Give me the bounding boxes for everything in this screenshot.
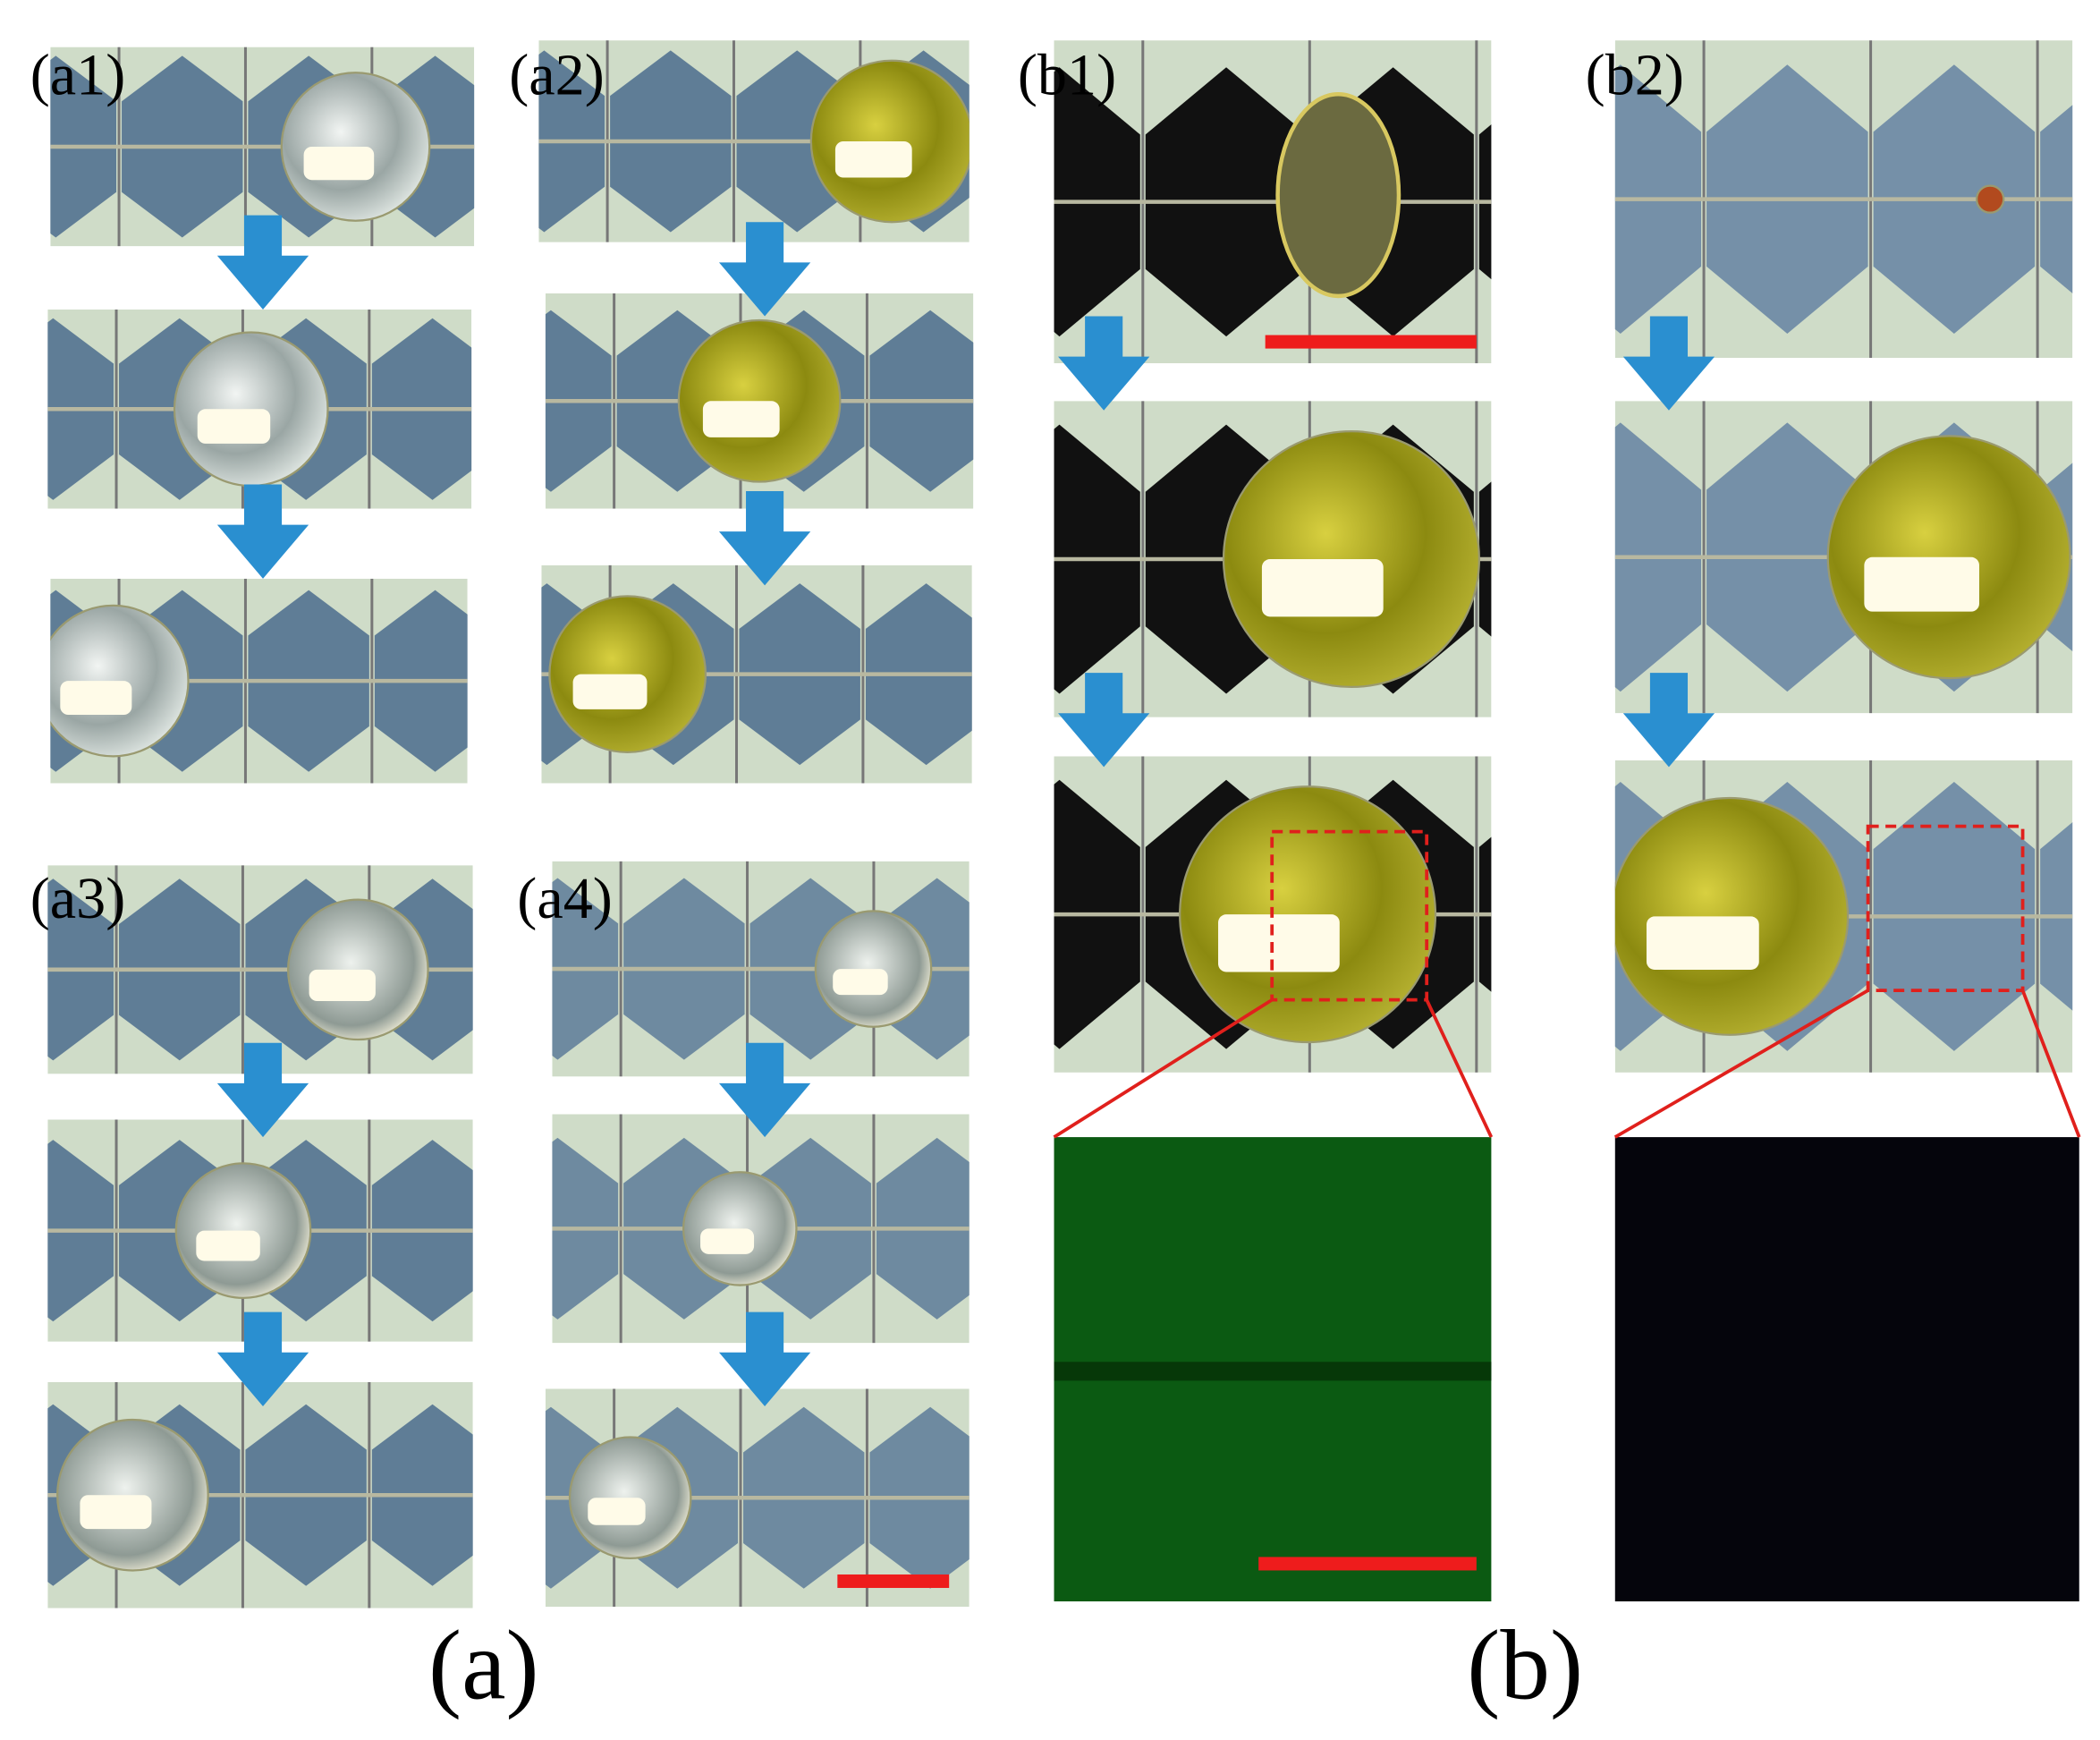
droplet bbox=[682, 1171, 798, 1286]
photo bbox=[552, 861, 970, 1077]
scale-bar bbox=[1258, 1557, 1477, 1571]
photo bbox=[47, 1119, 473, 1342]
highlight bbox=[834, 140, 912, 178]
panel-label: (a3) bbox=[30, 866, 126, 931]
photo bbox=[1614, 40, 2073, 359]
panel-label: (a1) bbox=[30, 42, 126, 107]
highlight bbox=[700, 1228, 755, 1254]
droplet bbox=[809, 59, 970, 224]
zoom-box bbox=[1270, 829, 1429, 1002]
droplet bbox=[1976, 184, 2005, 214]
highlight bbox=[303, 146, 375, 181]
fluorescence-dark bbox=[1614, 1137, 2079, 1602]
highlight bbox=[309, 969, 376, 1002]
highlight bbox=[60, 681, 132, 716]
arrow bbox=[718, 1311, 811, 1406]
photo bbox=[545, 293, 974, 509]
arrow bbox=[216, 1042, 309, 1138]
photo bbox=[1614, 401, 2073, 714]
photo bbox=[541, 564, 972, 784]
photo bbox=[47, 865, 473, 1074]
group-label: (a) bbox=[428, 1610, 539, 1720]
arrow bbox=[216, 215, 309, 310]
highlight bbox=[1864, 556, 1979, 612]
photo bbox=[1614, 760, 2073, 1073]
zoom-line bbox=[1613, 989, 1869, 1139]
panel-label: (a4) bbox=[517, 866, 613, 931]
highlight bbox=[197, 409, 271, 444]
highlight bbox=[572, 674, 648, 709]
photo bbox=[50, 47, 475, 247]
photo bbox=[552, 1114, 970, 1344]
fluor-fiber bbox=[1054, 1362, 1492, 1381]
photo bbox=[545, 1388, 970, 1608]
highlight bbox=[1261, 559, 1384, 617]
highlight bbox=[702, 401, 780, 437]
arrow bbox=[216, 1311, 309, 1406]
arrow bbox=[1058, 673, 1150, 768]
photo-panels bbox=[47, 40, 2081, 1608]
panel-label: (a2) bbox=[509, 42, 605, 107]
scale-bar bbox=[837, 1574, 950, 1589]
photo bbox=[1054, 756, 1492, 1073]
photo bbox=[1054, 401, 1492, 717]
arrow bbox=[1058, 316, 1150, 411]
highlight bbox=[196, 1230, 260, 1261]
residue bbox=[1275, 92, 1401, 299]
photo bbox=[47, 1381, 473, 1608]
zoom-box bbox=[1866, 824, 2025, 993]
highlight bbox=[1646, 916, 1759, 970]
arrow bbox=[1622, 673, 1715, 768]
photo bbox=[1054, 40, 1492, 364]
arrow bbox=[718, 222, 811, 317]
highlight bbox=[1218, 914, 1340, 972]
group-label: (b) bbox=[1467, 1610, 1583, 1720]
zoom-line bbox=[1425, 998, 1494, 1138]
droplet bbox=[174, 1162, 312, 1299]
arrow bbox=[718, 491, 811, 586]
arrow bbox=[1622, 316, 1715, 411]
highlight bbox=[833, 969, 888, 996]
panel-label: (b2) bbox=[1586, 42, 1684, 107]
photo bbox=[538, 40, 970, 242]
arrow bbox=[718, 1042, 811, 1138]
zoom-line bbox=[2020, 989, 2081, 1138]
scale-bar bbox=[1265, 335, 1477, 349]
arrow bbox=[216, 484, 309, 579]
panel-label: (b1) bbox=[1018, 42, 1116, 107]
zoom-line bbox=[1053, 998, 1274, 1139]
photo bbox=[47, 309, 472, 509]
photo bbox=[50, 578, 468, 784]
highlight bbox=[588, 1498, 646, 1525]
highlight bbox=[80, 1495, 152, 1530]
